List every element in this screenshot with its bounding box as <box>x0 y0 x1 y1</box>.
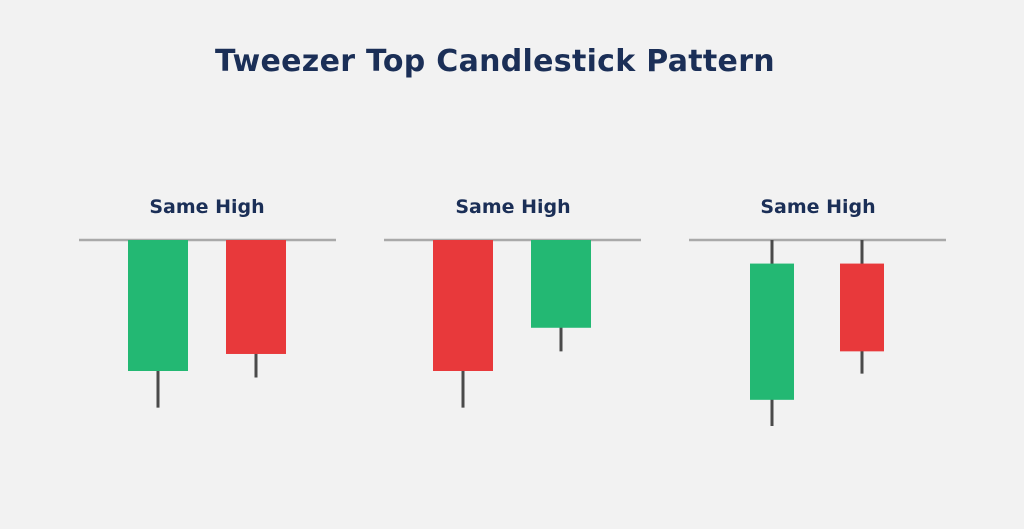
bullish-candle-body <box>531 240 591 328</box>
group-2-label: Same High <box>455 196 571 218</box>
page-title: Tweezer Top Candlestick Pattern <box>215 44 775 79</box>
group-1-label: Same High <box>149 196 265 218</box>
bullish-candle-body <box>128 240 188 371</box>
bearish-candle-body <box>226 240 286 354</box>
bullish-candle-body <box>750 263 794 400</box>
bearish-candle-body <box>840 263 884 352</box>
group-3-label: Same High <box>760 196 876 218</box>
bearish-candle-body <box>433 240 493 371</box>
